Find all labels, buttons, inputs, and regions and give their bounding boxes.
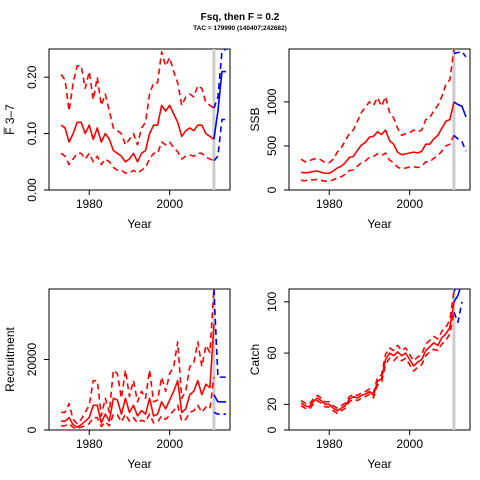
recruitment-series-proj-lower bbox=[213, 411, 226, 415]
fbar-xlabel: Year bbox=[127, 217, 151, 231]
recruitment-series-group bbox=[61, 289, 226, 430]
catch-series-median bbox=[300, 301, 455, 412]
recruitment-xtick-label: 2000 bbox=[156, 437, 183, 451]
recruitment-xtick-label: 1980 bbox=[76, 437, 103, 451]
fbar-series-upper bbox=[60, 51, 215, 146]
recruitment-xlabel: Year bbox=[127, 457, 151, 471]
fbar-ylabel: F̅ 3–7 bbox=[3, 104, 17, 135]
catch-ytick-label: 100 bbox=[265, 291, 279, 311]
catch-series-lower bbox=[300, 311, 455, 415]
catch-frame bbox=[288, 288, 471, 431]
fbar-frame bbox=[48, 48, 231, 191]
ssb-series-proj-lower bbox=[453, 134, 467, 152]
fbar-series-proj-lower bbox=[213, 118, 226, 162]
catch-series-group bbox=[300, 289, 463, 415]
panel-fbar: 1980 2000 0.00 0.10 0.20 Year F̅ 3–7 bbox=[3, 48, 231, 231]
fbar-series-lower bbox=[60, 141, 215, 174]
catch-series-proj-lower bbox=[453, 301, 463, 324]
recruitment-series-proj-median bbox=[213, 394, 226, 403]
recruitment-series-upper bbox=[61, 289, 215, 425]
ssb-series-upper bbox=[300, 49, 455, 164]
fbar-series-proj-median bbox=[213, 70, 226, 140]
recruitment-ylabel: Recruitment bbox=[3, 326, 17, 391]
ssb-ylabel: SSB bbox=[248, 107, 262, 131]
fbar-series-group bbox=[60, 49, 227, 174]
ssb-series-median bbox=[300, 101, 455, 175]
recruitment-ytick-label: 0 bbox=[25, 426, 39, 433]
ssb-xtick-label: 2000 bbox=[396, 197, 423, 211]
recruitment-series-lower bbox=[61, 377, 215, 430]
catch-ytick-label: 60 bbox=[265, 346, 279, 360]
catch-xtick-label: 1980 bbox=[316, 437, 343, 451]
ssb-xlabel: Year bbox=[367, 217, 391, 231]
panel-catch: 1980 2000 0 20 60 100 Year Catch bbox=[248, 288, 471, 471]
fbar-xtick-label: 2000 bbox=[156, 197, 183, 211]
panel-ssb: 1980 2000 0 500 1000 Year SSB bbox=[248, 48, 471, 231]
catch-ylabel: Catch bbox=[248, 344, 262, 375]
catch-series-proj-median bbox=[453, 289, 461, 303]
ssb-series-lower bbox=[300, 135, 455, 182]
ssb-series-proj-upper bbox=[453, 50, 467, 58]
fbar-ytick-label: 0.00 bbox=[25, 178, 39, 202]
fbar-series-median bbox=[60, 104, 215, 163]
recruitment-ytick-label: 20000 bbox=[25, 342, 39, 376]
figure-subtitle: TAC = 179990 (140407;242682) bbox=[193, 25, 287, 32]
ssb-xtick-label: 1980 bbox=[316, 197, 343, 211]
ssb-frame bbox=[288, 48, 471, 191]
recruitment-series-median bbox=[61, 324, 215, 428]
ssb-ytick-label: 1000 bbox=[265, 88, 279, 115]
fbar-series-proj-upper bbox=[213, 49, 227, 109]
fbar-xtick-label: 1980 bbox=[76, 197, 103, 211]
ssb-series-proj-median bbox=[453, 101, 467, 118]
ssb-series-group bbox=[300, 49, 467, 182]
fbar-ytick-label: 0.20 bbox=[25, 65, 39, 89]
figure-title: Fsq, then F = 0.2 bbox=[201, 12, 280, 23]
catch-xlabel: Year bbox=[367, 457, 391, 471]
catch-ytick-label: 0 bbox=[265, 426, 279, 433]
catch-ytick-label: 20 bbox=[265, 397, 279, 411]
catch-series-upper bbox=[300, 291, 455, 410]
ssb-ytick-label: 0 bbox=[265, 186, 279, 193]
fbar-ytick-label: 0.10 bbox=[25, 122, 39, 146]
ssb-ytick-label: 500 bbox=[265, 136, 279, 156]
recruitment-series-proj-upper bbox=[213, 289, 226, 378]
catch-xtick-label: 2000 bbox=[396, 437, 423, 451]
